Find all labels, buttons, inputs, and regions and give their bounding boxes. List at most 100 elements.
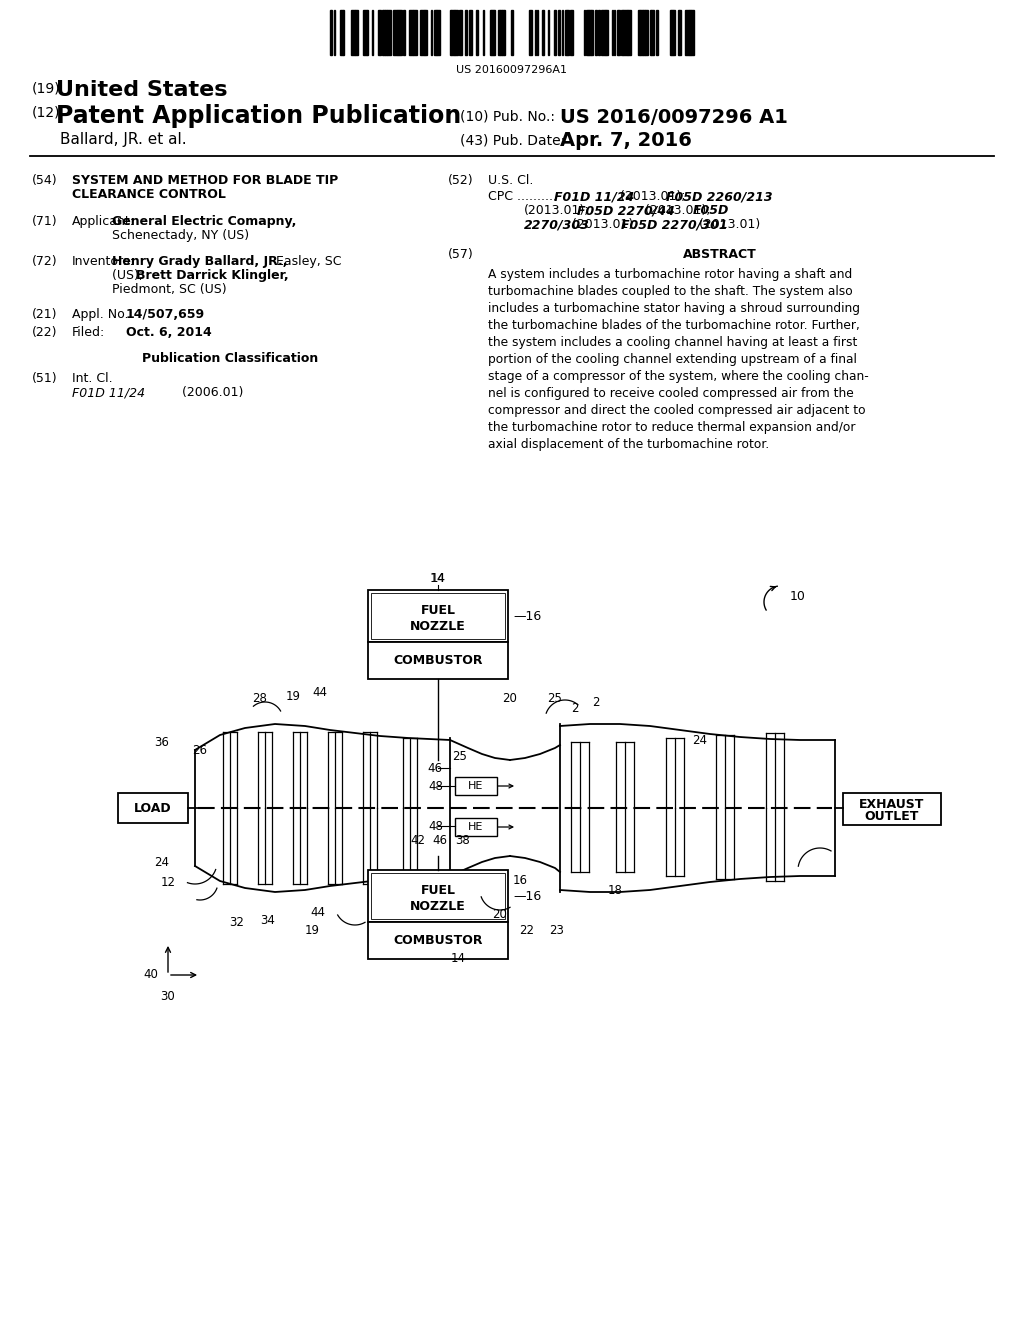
Bar xyxy=(645,11,648,55)
Text: Piedmont, SC (US): Piedmont, SC (US) xyxy=(112,282,226,296)
Text: HE: HE xyxy=(468,822,483,832)
Text: United States: United States xyxy=(56,81,227,100)
Text: 24: 24 xyxy=(692,734,708,747)
Text: F01D 11/24: F01D 11/24 xyxy=(554,190,635,203)
Bar xyxy=(371,873,505,919)
Text: EXHAUST: EXHAUST xyxy=(859,797,925,810)
Bar xyxy=(606,11,608,55)
Text: 28: 28 xyxy=(253,692,267,705)
Bar xyxy=(558,11,560,55)
Text: Ballard, JR. et al.: Ballard, JR. et al. xyxy=(60,132,186,147)
Text: Inventors:: Inventors: xyxy=(72,255,135,268)
Bar xyxy=(679,11,681,55)
Text: 48: 48 xyxy=(429,820,443,833)
Text: 2270/303: 2270/303 xyxy=(524,218,590,231)
Text: 22: 22 xyxy=(519,924,535,936)
Text: 48: 48 xyxy=(429,780,443,792)
Bar xyxy=(425,11,427,55)
Bar xyxy=(465,11,467,55)
Bar xyxy=(385,11,387,55)
Bar xyxy=(691,11,694,55)
Bar xyxy=(340,11,343,55)
Text: 26: 26 xyxy=(193,743,208,756)
Text: 38: 38 xyxy=(456,833,470,846)
Text: 2: 2 xyxy=(571,701,579,714)
Text: —16: —16 xyxy=(513,610,542,623)
Text: 46: 46 xyxy=(427,762,442,775)
Text: Filed:: Filed: xyxy=(72,326,105,339)
Bar xyxy=(656,11,658,55)
Text: HE: HE xyxy=(468,781,483,791)
Text: Applicant:: Applicant: xyxy=(72,215,135,228)
Text: 18: 18 xyxy=(607,883,623,896)
Text: (19): (19) xyxy=(32,82,60,96)
Text: (22): (22) xyxy=(32,326,57,339)
Text: 40: 40 xyxy=(143,969,158,982)
Text: 34: 34 xyxy=(260,913,275,927)
Text: Publication Classification: Publication Classification xyxy=(142,352,318,366)
Bar xyxy=(591,11,593,55)
Text: NOZZLE: NOZZLE xyxy=(411,899,466,912)
Bar xyxy=(371,593,505,639)
Text: CLEARANCE CONTROL: CLEARANCE CONTROL xyxy=(72,187,226,201)
Bar xyxy=(511,11,513,55)
Text: F05D: F05D xyxy=(693,205,729,216)
Text: ABSTRACT: ABSTRACT xyxy=(683,248,757,261)
Bar xyxy=(403,11,406,55)
Bar xyxy=(368,870,508,921)
Text: NOZZLE: NOZZLE xyxy=(411,619,466,632)
Bar xyxy=(362,11,367,55)
Text: (57): (57) xyxy=(449,248,474,261)
Bar xyxy=(393,11,397,55)
Bar xyxy=(455,777,497,795)
Text: COMBUSTOR: COMBUSTOR xyxy=(393,933,482,946)
Bar xyxy=(455,11,458,55)
Bar xyxy=(673,11,675,55)
Text: COMBUSTOR: COMBUSTOR xyxy=(393,653,482,667)
Text: 24: 24 xyxy=(155,855,170,869)
Bar xyxy=(586,11,588,55)
Text: Patent Application Publication: Patent Application Publication xyxy=(56,104,461,128)
Text: Easley, SC: Easley, SC xyxy=(272,255,341,268)
Text: U.S. Cl.: U.S. Cl. xyxy=(488,174,534,187)
Text: Henry Grady Ballard, JR.,: Henry Grady Ballard, JR., xyxy=(112,255,288,268)
Bar xyxy=(498,11,500,55)
Bar xyxy=(500,11,502,55)
Bar xyxy=(601,11,605,55)
Text: 42: 42 xyxy=(411,833,426,846)
Text: F01D 11/24: F01D 11/24 xyxy=(72,385,145,399)
Text: 14: 14 xyxy=(451,952,466,965)
Bar xyxy=(595,11,597,55)
Text: (54): (54) xyxy=(32,174,57,187)
Bar xyxy=(469,11,472,55)
Text: 44: 44 xyxy=(312,685,328,698)
Text: (43) Pub. Date:: (43) Pub. Date: xyxy=(460,133,565,147)
Text: F05D 2260/213: F05D 2260/213 xyxy=(666,190,773,203)
Bar xyxy=(565,11,567,55)
Bar xyxy=(459,11,462,55)
Text: LOAD: LOAD xyxy=(134,801,172,814)
Bar xyxy=(387,11,391,55)
Text: (72): (72) xyxy=(32,255,57,268)
Text: 25: 25 xyxy=(548,692,562,705)
Text: (51): (51) xyxy=(32,372,57,385)
Text: 16: 16 xyxy=(513,874,528,887)
Bar xyxy=(355,11,358,55)
Bar xyxy=(638,11,640,55)
Bar xyxy=(589,11,591,55)
Bar xyxy=(621,11,623,55)
Text: 14/507,659: 14/507,659 xyxy=(126,308,205,321)
Bar xyxy=(640,11,643,55)
Bar xyxy=(413,11,417,55)
Text: (10) Pub. No.:: (10) Pub. No.: xyxy=(460,110,555,124)
Bar xyxy=(368,921,508,960)
Bar xyxy=(378,11,381,55)
Text: CPC ..........: CPC .......... xyxy=(488,190,557,203)
Bar xyxy=(351,11,355,55)
Text: 20: 20 xyxy=(493,908,508,921)
Bar xyxy=(451,11,454,55)
Text: 30: 30 xyxy=(161,990,175,1003)
Text: FUEL: FUEL xyxy=(421,603,456,616)
Text: (12): (12) xyxy=(32,106,60,120)
Bar xyxy=(437,11,440,55)
